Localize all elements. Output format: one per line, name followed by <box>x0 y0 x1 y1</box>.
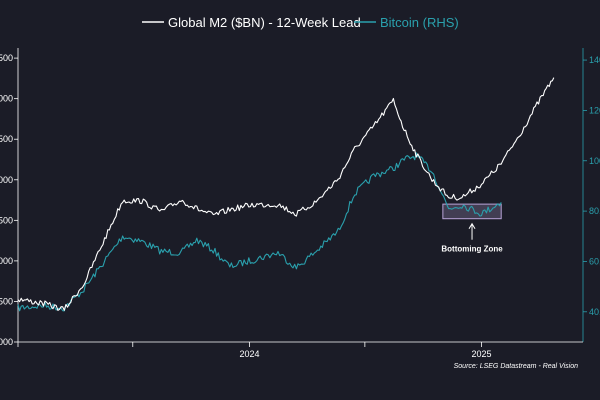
series-line-global-m2 <box>17 77 555 311</box>
y-right-tick-label: 100,000 <box>589 156 600 166</box>
y-left-tick-label: 100,000 <box>0 175 13 185</box>
y-right-tick-label: 80,000 <box>589 206 600 216</box>
legend-label-m2: Global M2 ($BN) - 12-Week Lead <box>168 15 361 30</box>
x-tick-label: 2024 <box>239 349 259 359</box>
axes: 90,000 92,500 95,000 97,500 100,000 102,500 10… <box>0 48 600 359</box>
y-left-tick-label: 97,500 <box>0 215 13 225</box>
y-left-tick-label: 95,000 <box>0 256 13 266</box>
bottoming-zone-arrowhead <box>468 222 476 229</box>
bottoming-zone: Bottoming Zone <box>441 203 503 254</box>
y-left-tick-label: 92,500 <box>0 296 13 306</box>
y-right-tick-label: 120,000 <box>589 105 600 115</box>
y-right-tick-label: 60,000 <box>589 256 600 266</box>
y-left-tick-label: 102,500 <box>0 134 13 144</box>
bottoming-zone-label: Bottoming Zone <box>441 245 503 254</box>
y-right-tick-label: 140,000 <box>589 55 600 65</box>
legend-label-btc: Bitcoin (RHS) <box>380 15 459 30</box>
series-line-bitcoin <box>17 152 502 312</box>
x-tick-label: 2025 <box>472 349 492 359</box>
y-left-tick-label: 105,000 <box>0 94 13 104</box>
y-left-tick-label: 90,000 <box>0 337 13 347</box>
y-right-tick-label: 40,000 <box>589 307 600 317</box>
y-left-tick-label: 107,500 <box>0 53 13 63</box>
series-lines <box>17 77 555 312</box>
source-note: Source: LSEG Datastream - Real Vision <box>454 363 578 370</box>
legend: Global M2 ($BN) - 12-Week Lead Bitcoin (… <box>142 15 459 30</box>
